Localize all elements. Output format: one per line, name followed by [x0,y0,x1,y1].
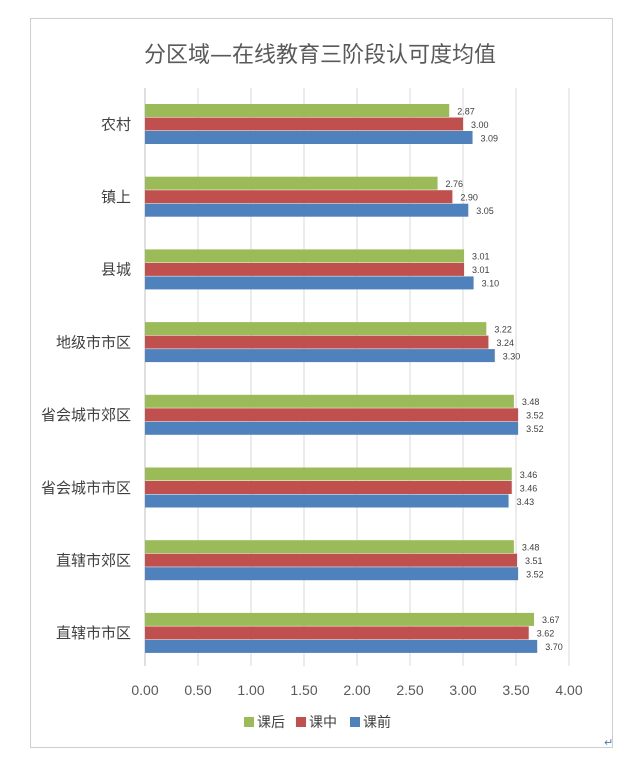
bar [145,349,495,363]
category-label: 直辖市市区 [56,624,131,642]
data-label: 3.09 [481,133,499,143]
category-label: 镇上 [101,188,131,206]
data-label: 3.00 [471,120,489,130]
bar [145,553,518,567]
data-label: 3.51 [525,556,543,566]
data-labels: 2.87 3.00 3.09 2.76 2.90 3.05 3.01 3.01 3.10 3.22… [446,106,563,652]
bar [145,262,465,276]
x-tick-label: 1.50 [290,682,317,698]
data-label: 3.46 [520,483,538,493]
legend-label: 课前 [363,714,391,731]
data-label: 3.48 [522,542,540,552]
category-label: 县城 [101,261,131,279]
bar [145,612,535,626]
bar [145,408,519,422]
data-label: 2.76 [446,179,464,189]
bar [145,249,465,263]
category-label: 省会城市郊区 [41,406,131,424]
x-tick-label: 1.00 [237,682,264,698]
category-label: 省会城市市区 [41,479,131,497]
data-label: 3.70 [545,642,563,652]
data-label: 3.52 [526,411,544,421]
x-tick-label: 0.00 [131,682,158,698]
data-label: 3.43 [517,497,535,507]
bar [145,567,519,581]
bar [145,421,519,435]
bar [145,131,473,144]
data-label: 3.48 [522,397,540,407]
data-label: 3.52 [526,424,544,434]
legend-label: 课后 [257,715,285,731]
bar [145,104,450,117]
data-label: 3.24 [496,338,514,348]
data-label: 3.67 [542,615,560,625]
paragraph-mark: ↵ [604,736,614,749]
bar [145,626,529,640]
bar [145,494,509,508]
data-label: 3.10 [482,279,500,289]
data-label: 3.05 [476,206,494,216]
category-label: 农村 [101,115,131,133]
bar [145,639,538,653]
bar [145,481,512,494]
legend: 课后 课中 课前 [244,714,391,731]
x-tick-label: 2.00 [343,682,370,698]
data-label: 3.62 [537,629,555,639]
bar [145,276,474,290]
legend-swatch [244,717,254,727]
data-label: 3.52 [526,569,544,579]
bar [145,322,487,336]
data-label: 2.90 [460,192,478,202]
x-tick-label: 0.50 [184,682,211,698]
legend-swatch [350,717,360,727]
data-label: 3.22 [494,324,512,334]
bar [145,540,514,554]
legend-label: 课中 [309,715,337,731]
x-tick-label: 4.00 [555,682,582,698]
bar [145,335,489,349]
x-tick-label: 3.00 [449,682,476,698]
x-tick-labels: 0.00 0.50 1.00 1.50 2.00 2.50 3.00 3.50 4.00 [131,682,582,698]
category-label: 地级市市区 [56,333,131,351]
bar [145,203,469,217]
bar [145,190,453,204]
bar [145,176,438,190]
x-tick-label: 3.50 [502,682,529,698]
data-label: 3.30 [503,351,521,361]
data-label: 3.46 [520,470,538,480]
category-label: 直辖市郊区 [56,551,131,569]
x-tick-label: 2.50 [396,682,423,698]
bars [145,104,538,653]
data-label: 3.01 [472,252,490,262]
bar [145,394,514,408]
data-label: 2.87 [457,106,475,116]
bar [145,467,512,481]
chart-title: 分区域—在线教育三阶段认可度均值 [144,43,496,68]
bar [145,117,463,131]
data-label: 3.01 [472,265,490,275]
legend-swatch [296,717,306,727]
